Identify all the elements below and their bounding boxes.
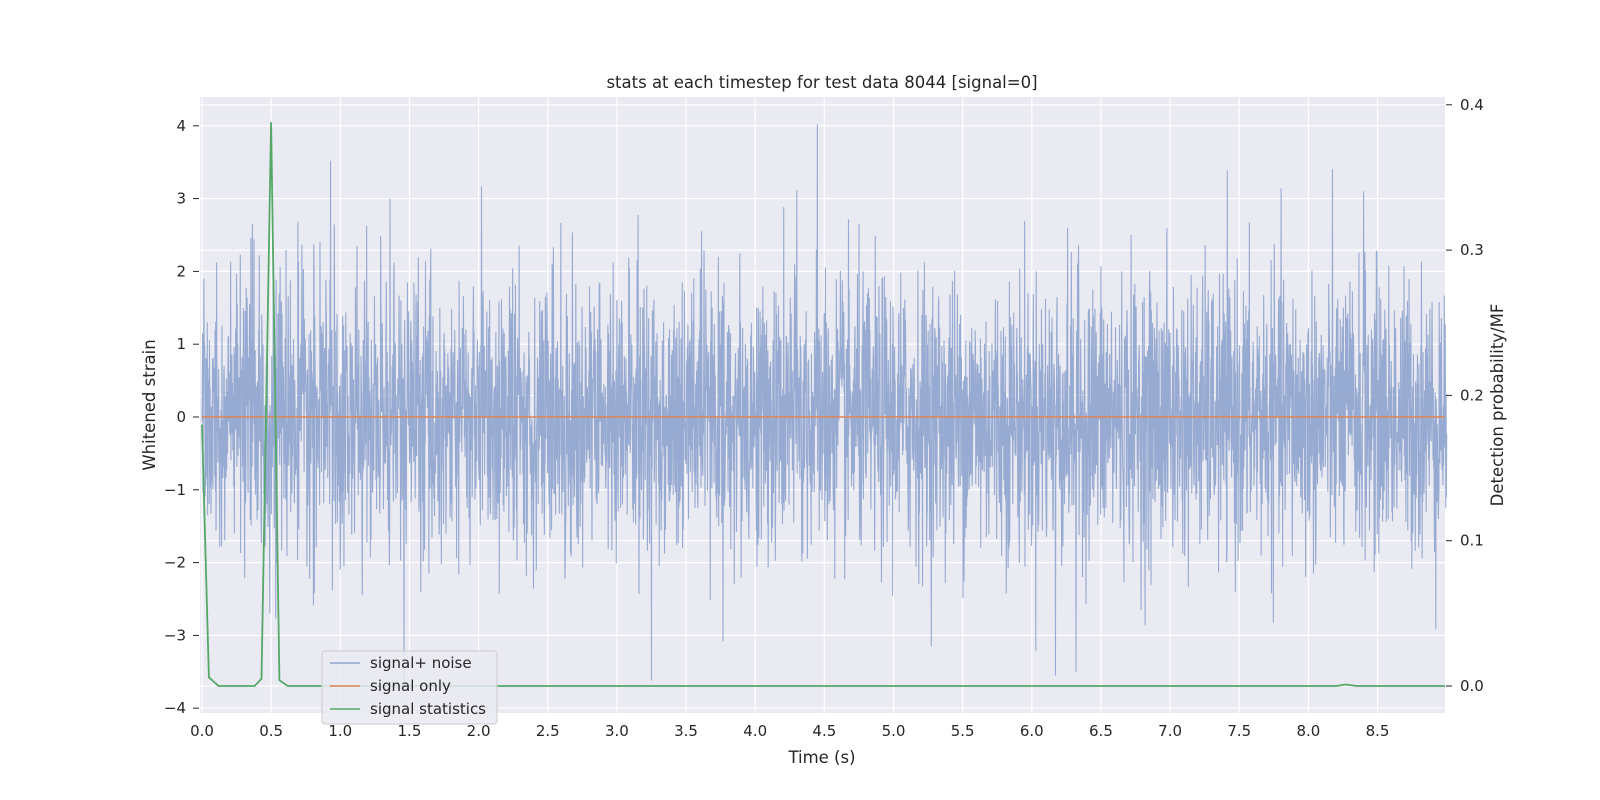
x-tick-label: 8.5 — [1366, 722, 1390, 740]
x-tick-label: 8.0 — [1296, 722, 1320, 740]
x-tick-label: 1.5 — [398, 722, 422, 740]
y-right-tick-label: 0.4 — [1460, 96, 1484, 114]
y-tick-label: −1 — [164, 481, 186, 499]
x-tick-label: 0.0 — [190, 722, 214, 740]
x-tick-label: 6.5 — [1089, 722, 1113, 740]
y-right-tick-label: 0.3 — [1460, 241, 1484, 259]
x-tick-label: 1.0 — [328, 722, 352, 740]
legend-label-signal-only: signal only — [370, 677, 451, 695]
x-tick-label: 4.0 — [743, 722, 767, 740]
y-right-tick-label: 0.0 — [1460, 677, 1484, 695]
y-tick-label: 0 — [176, 408, 186, 426]
x-tick-label: 0.5 — [259, 722, 283, 740]
x-tick-label: 3.0 — [605, 722, 629, 740]
y-tick-label: −2 — [164, 554, 186, 572]
x-tick-label: 2.0 — [467, 722, 491, 740]
y-right-tick-label: 0.2 — [1460, 386, 1484, 404]
x-tick-label: 7.0 — [1158, 722, 1182, 740]
legend-label-signal-noise: signal+ noise — [370, 654, 472, 672]
y-axis-label: Whitened strain — [140, 339, 159, 470]
x-tick-label: 3.5 — [674, 722, 698, 740]
legend-box — [321, 650, 498, 725]
series-signal-noise-line — [201, 124, 1448, 687]
y-right-axis-label: Detection probability/MF — [1488, 304, 1507, 507]
x-tick-label: 5.5 — [951, 722, 975, 740]
y-tick-label: −4 — [164, 699, 186, 717]
x-tick-label: 7.5 — [1227, 722, 1251, 740]
x-tick-label: 5.0 — [882, 722, 906, 740]
y-tick-label: −3 — [164, 626, 186, 644]
legend-label-signal-statistics: signal statistics — [370, 700, 486, 718]
chart-title: stats at each timestep for test data 804… — [606, 73, 1037, 92]
x-tick-labels: 0.0 0.5 1.0 1.5 2.0 2.5 3.0 3.5 4.0 4.5 5.0 5.5 6.0 6… — [190, 722, 1389, 740]
y-tick-label: 1 — [176, 335, 186, 353]
y-tick-label: 3 — [176, 190, 186, 208]
x-tick-label: 2.5 — [536, 722, 560, 740]
x-axis-label: Time (s) — [787, 748, 855, 767]
legend: signal+ noise signal only signal statist… — [321, 650, 498, 725]
x-tick-label: 4.5 — [812, 722, 836, 740]
y-tick-label: 2 — [176, 262, 186, 280]
x-tick-label: 6.0 — [1020, 722, 1044, 740]
y-right-tick-labels: 0.4 0.3 0.2 0.1 0.0 — [1446, 96, 1484, 695]
series-signal-statistics-line — [201, 122, 1445, 687]
y-tick-label: 4 — [176, 117, 186, 135]
y-right-tick-label: 0.1 — [1460, 532, 1484, 550]
y-tick-labels: 4 3 2 1 0 −1 −2 −3 −4 — [164, 117, 199, 717]
